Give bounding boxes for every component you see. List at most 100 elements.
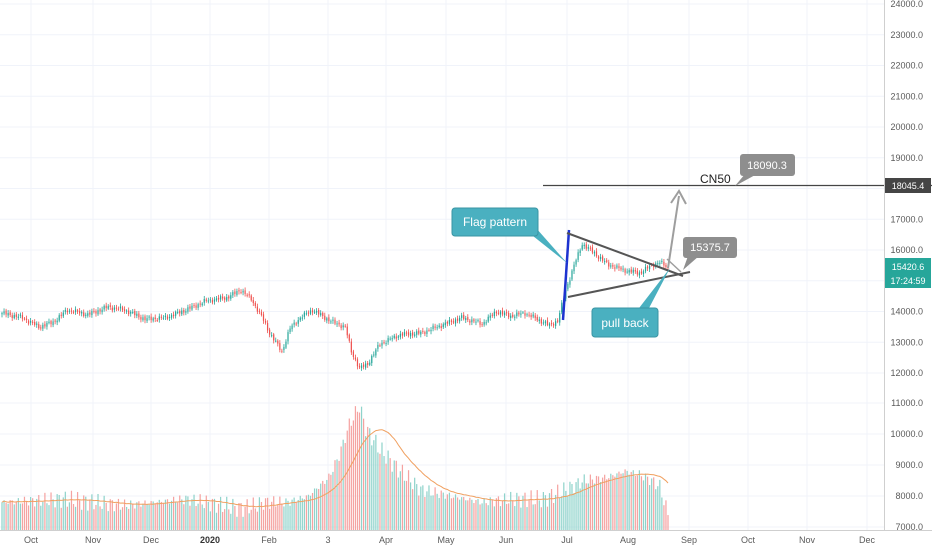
candle-body bbox=[587, 247, 589, 249]
volume-bar bbox=[66, 506, 68, 530]
volume-bar bbox=[448, 492, 451, 530]
volume-bar bbox=[534, 504, 536, 530]
volume-bar bbox=[242, 516, 244, 530]
volume-bar bbox=[158, 499, 160, 530]
target-price-callout[interactable]: 18090.3 bbox=[735, 154, 795, 186]
volume-bar bbox=[9, 500, 11, 530]
volume-bar bbox=[156, 502, 158, 530]
volume-bar bbox=[76, 492, 79, 530]
volume-bar bbox=[348, 418, 350, 530]
candle-body bbox=[330, 321, 332, 323]
candle-body bbox=[299, 317, 301, 321]
volume-bar bbox=[585, 483, 587, 530]
flag-upper-line[interactable] bbox=[566, 232, 684, 277]
volume-bar bbox=[209, 511, 211, 530]
volume-bar bbox=[628, 474, 630, 530]
candle-body bbox=[497, 312, 500, 314]
candle-body bbox=[405, 332, 408, 334]
volume-bar bbox=[332, 471, 334, 530]
candle-body bbox=[156, 319, 158, 321]
volume-bar bbox=[642, 480, 645, 530]
candle-body bbox=[7, 312, 9, 316]
candle-body bbox=[334, 319, 336, 324]
pullback-arrow bbox=[666, 258, 682, 273]
volume-bar bbox=[291, 499, 293, 530]
time-tick-label: Nov bbox=[799, 535, 816, 545]
volume-bar bbox=[495, 498, 498, 530]
volume-bar bbox=[518, 496, 520, 530]
candle-body bbox=[213, 299, 216, 302]
candle-body bbox=[546, 320, 549, 325]
candle-body bbox=[491, 314, 493, 316]
candle-body bbox=[103, 305, 105, 310]
candle-body bbox=[146, 318, 148, 322]
candle-body bbox=[93, 310, 95, 312]
time-axis[interactable]: Oct Nov Dec 2020 Feb 3 Apr May Jun Jul Aug Sep Oct No… bbox=[24, 535, 876, 545]
candle-body bbox=[438, 325, 440, 328]
candle-body bbox=[340, 325, 342, 329]
volume-bar bbox=[5, 502, 7, 530]
volume-bar bbox=[575, 482, 577, 530]
candle-body bbox=[583, 244, 585, 247]
volume-bar bbox=[256, 511, 258, 530]
candle-body bbox=[152, 318, 154, 321]
volume-bar bbox=[434, 487, 436, 530]
candle-body bbox=[83, 312, 85, 317]
volume-bar bbox=[326, 479, 328, 530]
candle-body bbox=[117, 308, 120, 310]
candle-body bbox=[379, 345, 381, 347]
volume-bar bbox=[616, 473, 618, 530]
volume-bar bbox=[610, 473, 612, 530]
candle-body bbox=[48, 321, 50, 324]
candle-body bbox=[85, 314, 87, 316]
volume-bar bbox=[189, 505, 191, 530]
candle-body bbox=[211, 300, 214, 303]
volume-bar bbox=[99, 506, 101, 530]
volume-bar bbox=[530, 490, 532, 530]
volume-bar bbox=[634, 475, 636, 530]
candle-body bbox=[234, 291, 236, 295]
candle-body bbox=[142, 317, 144, 321]
candle-body bbox=[536, 316, 538, 321]
candle-body bbox=[172, 314, 175, 317]
projection-arrow-up[interactable] bbox=[667, 195, 680, 269]
volume-bar bbox=[68, 502, 71, 530]
candle-body bbox=[164, 315, 167, 318]
current-price-marker: 15420.6 17:24:59 bbox=[885, 258, 931, 288]
candle-body bbox=[616, 265, 618, 268]
candle-body bbox=[277, 340, 279, 344]
flag-pole-line[interactable] bbox=[561, 229, 571, 321]
flag-lower-line[interactable] bbox=[567, 271, 691, 298]
volume-bar bbox=[260, 501, 263, 530]
volume-bar bbox=[667, 515, 669, 530]
candle-body bbox=[510, 315, 512, 318]
volume-bar bbox=[142, 503, 144, 530]
candle-body bbox=[226, 297, 228, 301]
volume-bar bbox=[567, 495, 569, 530]
candle-body bbox=[646, 266, 649, 269]
breakout-price-callout[interactable]: 15375.7 bbox=[683, 237, 737, 270]
candle-body bbox=[287, 332, 289, 342]
time-tick-label: Apr bbox=[379, 535, 393, 545]
volume-bar bbox=[561, 496, 563, 530]
flag-pattern-callout[interactable]: Flag pattern bbox=[451, 207, 567, 263]
volume-bar bbox=[128, 508, 130, 530]
volume-bar bbox=[285, 498, 287, 530]
volume-bar bbox=[651, 478, 653, 530]
candle-body bbox=[365, 363, 367, 368]
pull-back-callout[interactable]: pull back bbox=[591, 268, 670, 338]
volume-bar bbox=[101, 508, 103, 530]
volume-bar bbox=[602, 477, 604, 530]
candle-body bbox=[618, 266, 620, 268]
candle-body bbox=[185, 311, 187, 313]
candle-body bbox=[130, 311, 132, 314]
volume-bar bbox=[548, 493, 551, 530]
target-price-label: 18090.3 bbox=[747, 160, 787, 172]
candle-body bbox=[499, 311, 502, 315]
candle-body bbox=[608, 262, 610, 267]
pull-back-label: pull back bbox=[601, 316, 649, 330]
candle-body bbox=[195, 305, 197, 308]
candle-body bbox=[240, 291, 242, 293]
candle-body bbox=[630, 269, 632, 273]
